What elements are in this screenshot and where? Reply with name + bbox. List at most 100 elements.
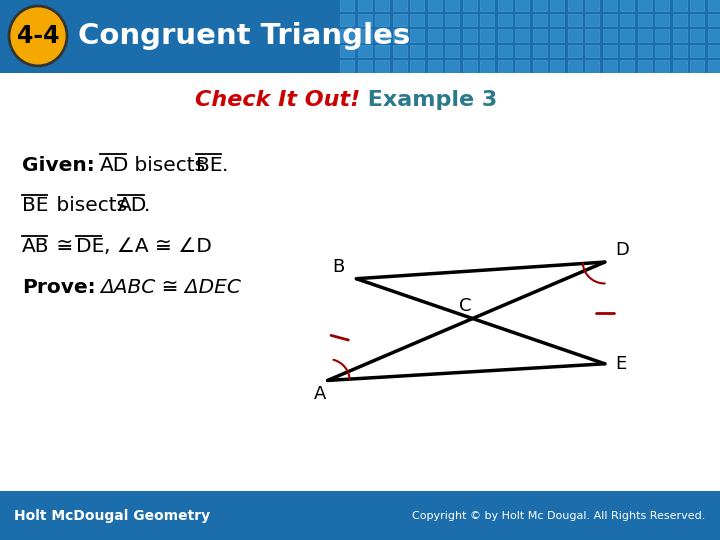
Text: Given:: Given: <box>22 156 95 174</box>
Text: Holt McDougal Geometry: Holt McDougal Geometry <box>14 509 210 523</box>
Text: ≅: ≅ <box>50 238 80 256</box>
Bar <box>410 45 424 57</box>
Bar <box>480 30 494 42</box>
Bar <box>445 45 459 57</box>
Bar <box>428 30 441 42</box>
Bar <box>375 0 389 11</box>
Bar <box>620 0 634 11</box>
Text: Congruent Triangles: Congruent Triangles <box>78 22 410 50</box>
Bar <box>690 30 704 42</box>
Bar <box>533 14 546 26</box>
Bar <box>375 30 389 42</box>
Bar <box>672 30 686 42</box>
Bar <box>428 0 441 11</box>
Text: AD: AD <box>100 156 130 174</box>
Bar <box>515 30 529 42</box>
Bar <box>340 14 354 26</box>
Bar <box>672 14 686 26</box>
Bar <box>462 14 477 26</box>
Bar <box>585 14 599 26</box>
Bar <box>550 14 564 26</box>
Bar <box>515 60 529 73</box>
Bar <box>708 30 720 42</box>
Bar <box>480 45 494 57</box>
Bar <box>392 0 407 11</box>
Bar <box>620 14 634 26</box>
Bar <box>672 60 686 73</box>
Bar <box>392 45 407 57</box>
Bar <box>445 60 459 73</box>
Bar <box>480 14 494 26</box>
Text: A: A <box>313 386 325 403</box>
Bar <box>358 30 372 42</box>
Text: E: E <box>615 355 626 373</box>
Bar <box>567 60 582 73</box>
Bar <box>445 0 459 11</box>
Bar <box>480 0 494 11</box>
Text: AB: AB <box>22 238 50 256</box>
Bar <box>567 45 582 57</box>
Bar <box>410 30 424 42</box>
Bar <box>392 14 407 26</box>
Bar <box>585 60 599 73</box>
Bar <box>655 0 669 11</box>
Text: BE: BE <box>196 156 222 174</box>
Text: D: D <box>615 241 629 259</box>
Bar <box>637 45 652 57</box>
Bar <box>515 45 529 57</box>
Bar <box>550 60 564 73</box>
Bar <box>410 0 424 11</box>
Bar <box>428 60 441 73</box>
Bar <box>515 0 529 11</box>
Bar <box>637 60 652 73</box>
Text: ΔABC ≅ ΔDEC: ΔABC ≅ ΔDEC <box>100 278 241 297</box>
Bar <box>498 30 511 42</box>
Bar <box>672 45 686 57</box>
Bar <box>410 60 424 73</box>
Bar <box>462 0 477 11</box>
Bar <box>567 30 582 42</box>
Bar <box>708 60 720 73</box>
Bar <box>655 14 669 26</box>
Bar <box>533 45 546 57</box>
Bar <box>498 0 511 11</box>
Bar <box>498 60 511 73</box>
Bar <box>462 30 477 42</box>
Text: Check It Out!: Check It Out! <box>194 90 360 110</box>
Bar <box>462 45 477 57</box>
Bar <box>637 14 652 26</box>
Bar <box>690 14 704 26</box>
Bar <box>690 60 704 73</box>
Bar <box>340 60 354 73</box>
Bar <box>498 45 511 57</box>
Bar <box>585 30 599 42</box>
Bar <box>375 45 389 57</box>
Bar <box>533 0 546 11</box>
Text: .: . <box>222 156 228 174</box>
Text: C: C <box>459 298 472 315</box>
Bar <box>690 0 704 11</box>
Bar <box>603 0 616 11</box>
Bar <box>655 30 669 42</box>
Bar <box>708 14 720 26</box>
Text: Copyright © by Holt Mc Dougal. All Rights Reserved.: Copyright © by Holt Mc Dougal. All Right… <box>413 511 706 521</box>
Bar <box>603 14 616 26</box>
Bar <box>620 60 634 73</box>
Bar <box>567 14 582 26</box>
Bar <box>375 14 389 26</box>
Bar <box>567 0 582 11</box>
Text: Example 3: Example 3 <box>360 90 498 110</box>
Text: Prove:: Prove: <box>22 278 96 297</box>
Bar <box>515 14 529 26</box>
Bar <box>428 45 441 57</box>
Text: DE: DE <box>76 238 104 256</box>
Text: , ∠A ≅ ∠D: , ∠A ≅ ∠D <box>104 238 212 256</box>
Text: 4-4: 4-4 <box>17 24 59 48</box>
Text: bisects: bisects <box>50 197 133 215</box>
Bar <box>462 60 477 73</box>
Bar <box>585 45 599 57</box>
Bar <box>708 0 720 11</box>
Text: B: B <box>332 258 344 276</box>
Bar <box>340 45 354 57</box>
Bar <box>550 45 564 57</box>
